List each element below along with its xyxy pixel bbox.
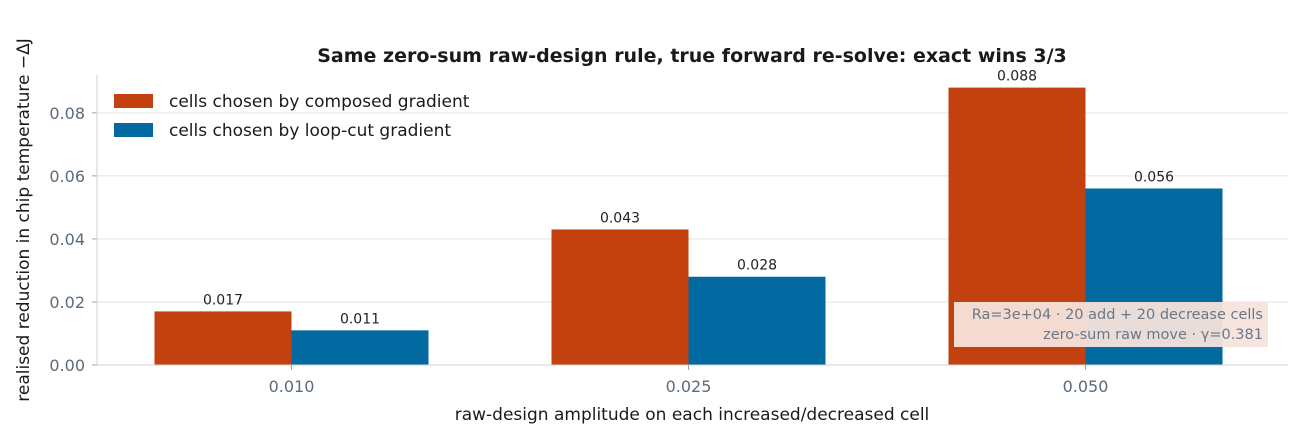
y-tick-label: 0.00 xyxy=(49,356,85,375)
bar-value-label: 0.011 xyxy=(340,311,380,327)
bar-labels-group: 0.017 0.043 0.088 0.011 0.028 0.056 xyxy=(203,69,1174,328)
annotation-box: Ra=3e+04 · 20 add + 20 decrease cells zer… xyxy=(954,302,1268,347)
annotation-line: Ra=3e+04 · 20 add + 20 decrease cells xyxy=(972,307,1263,323)
y-axis-label: realised reduction in chip temperature −… xyxy=(14,38,34,402)
chart-title: Same zero-sum raw-design rule, true forw… xyxy=(317,45,1067,67)
bar-value-label: 0.028 xyxy=(737,258,777,274)
bar-value-label: 0.088 xyxy=(997,69,1037,85)
legend-label: cells chosen by loop-cut gradient xyxy=(169,121,451,141)
bar xyxy=(291,330,429,365)
y-tick-label: 0.02 xyxy=(49,293,85,312)
bar xyxy=(551,229,689,365)
x-tick-label: 0.050 xyxy=(1063,377,1109,396)
legend-swatch xyxy=(114,123,153,137)
y-tick-label: 0.04 xyxy=(49,230,85,249)
x-tick-label: 0.010 xyxy=(269,377,315,396)
x-tick-label: 0.025 xyxy=(666,377,712,396)
bar-value-label: 0.043 xyxy=(600,210,640,226)
annotation-background xyxy=(954,302,1268,347)
y-tick-label: 0.06 xyxy=(49,167,85,186)
bar-value-label: 0.056 xyxy=(1134,169,1174,185)
legend-label: cells chosen by composed gradient xyxy=(169,92,470,112)
bar xyxy=(688,276,826,365)
annotation-line: zero-sum raw move · γ=0.381 xyxy=(1043,327,1263,343)
x-axis-label: raw-design amplitude on each increased/d… xyxy=(455,405,930,425)
axes-group: 0.00 0.02 0.04 0.06 0.08 0.010 0.025 0.050 xyxy=(49,75,1288,396)
y-tick-label: 0.08 xyxy=(49,104,85,123)
bar xyxy=(154,311,292,365)
legend: cells chosen by composed gradient cells c… xyxy=(114,92,470,141)
legend-swatch xyxy=(114,94,153,108)
bar-value-label: 0.017 xyxy=(203,292,243,308)
